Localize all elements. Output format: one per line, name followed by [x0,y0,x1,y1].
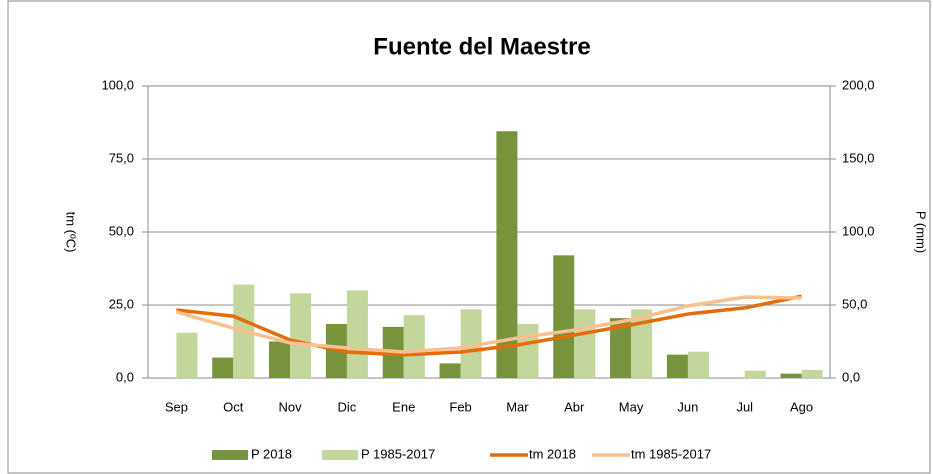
bar [290,293,312,378]
bar [631,309,653,378]
x-tick-label: Jun [677,399,698,414]
chart-border [7,0,931,474]
x-tick-label: Feb [449,399,471,414]
bar [801,369,823,378]
x-tick-label: Jul [736,399,753,414]
bar [666,354,688,378]
y2-tick-label: 0,0 [842,369,860,384]
legend-swatch [212,450,248,460]
x-tick-label: Nov [279,399,303,414]
bar [517,323,539,378]
y-tick-label: 0,0 [116,369,134,384]
y-tick-label: 100,0 [101,77,134,92]
line [176,294,802,357]
line [175,295,802,354]
bar [176,332,198,378]
y-tick-label: 75,0 [109,150,134,165]
bar [744,370,766,378]
legend-label: P 2018 [251,446,292,461]
bar [212,357,234,378]
legend-label: tm 2018 [529,446,576,461]
y2-tick-label: 100,0 [842,223,875,238]
x-tick-label: Sep [165,399,188,414]
y2-tick-label: 50,0 [842,296,867,311]
x-tick-label: Ene [392,399,415,414]
bar [439,363,461,378]
bar [553,255,575,378]
bar [780,373,802,378]
y-tick-label: 25,0 [109,296,134,311]
bar [610,318,632,378]
y2-tick-label: 150,0 [842,150,875,165]
bar [574,309,596,378]
x-tick-label: Ago [790,399,813,414]
y-axis-label: tm (ºC) [64,212,79,253]
x-tick-label: May [619,399,644,414]
chart-title: Fuente del Maestre [373,33,590,60]
x-tick-label: Mar [506,399,529,414]
legend-label: P 1985-2017 [361,446,435,461]
bar [403,315,425,378]
bar [496,131,518,378]
bar [269,341,291,378]
y2-axis-label: P (mm) [914,211,929,253]
legend-label: tm 1985-2017 [631,446,711,461]
bar [687,351,709,378]
bar [346,290,368,378]
x-tick-label: Dic [338,399,357,414]
y-tick-label: 50,0 [109,223,134,238]
bar [460,309,482,378]
x-tick-label: Oct [223,399,244,414]
x-tick-label: Abr [564,399,585,414]
legend-swatch [322,450,358,460]
y2-tick-label: 200,0 [842,77,875,92]
